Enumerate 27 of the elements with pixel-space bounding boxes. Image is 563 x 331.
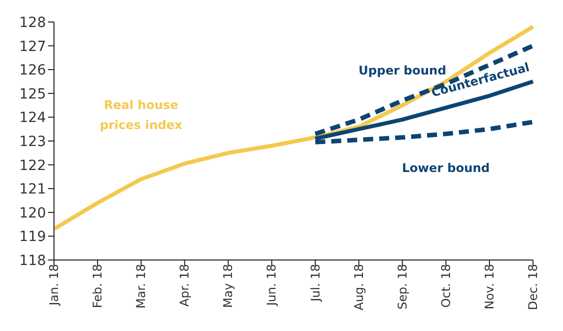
y-tick-label: 120 (19, 205, 46, 222)
x-tick-label: Aug. 18 (352, 264, 366, 310)
x-tick-label: Jun. 18 (264, 264, 279, 307)
series-label: Lower bound (402, 160, 490, 175)
y-tick-label: 125 (19, 86, 46, 102)
y-tick-label: 124 (19, 110, 46, 126)
text: Real house prices index (100, 98, 183, 132)
y-tick-label: 121 (19, 182, 46, 198)
x-tick-label: Jul. 18 (308, 264, 322, 302)
x-tick-label: Mar. 18 (134, 264, 148, 308)
y-tick-label: 127 (19, 38, 46, 55)
x-tick-label: Feb. 18 (90, 264, 105, 308)
x-tick-label: Apr. 18 (178, 264, 192, 307)
y-tick-label: 118 (19, 253, 46, 269)
x-tick-label: Nov. 18 (482, 264, 496, 310)
y-tick-label: 119 (19, 229, 46, 246)
y-tick-label: 123 (19, 134, 46, 150)
x-tick-label: Oct. 18 (438, 264, 453, 308)
y-tick-label: 128 (19, 15, 46, 31)
x-tick-label: Sep. 18 (395, 264, 410, 310)
line-series (313, 44, 536, 136)
x-tick-label: Dec. 18 (526, 264, 540, 310)
y-tick-label: 126 (19, 62, 46, 79)
line-series (52, 24, 535, 232)
x-tick-label: May 18 (221, 264, 236, 308)
y-tick-label: 122 (19, 158, 46, 174)
x-tick-label: Jan. 18 (47, 264, 61, 306)
